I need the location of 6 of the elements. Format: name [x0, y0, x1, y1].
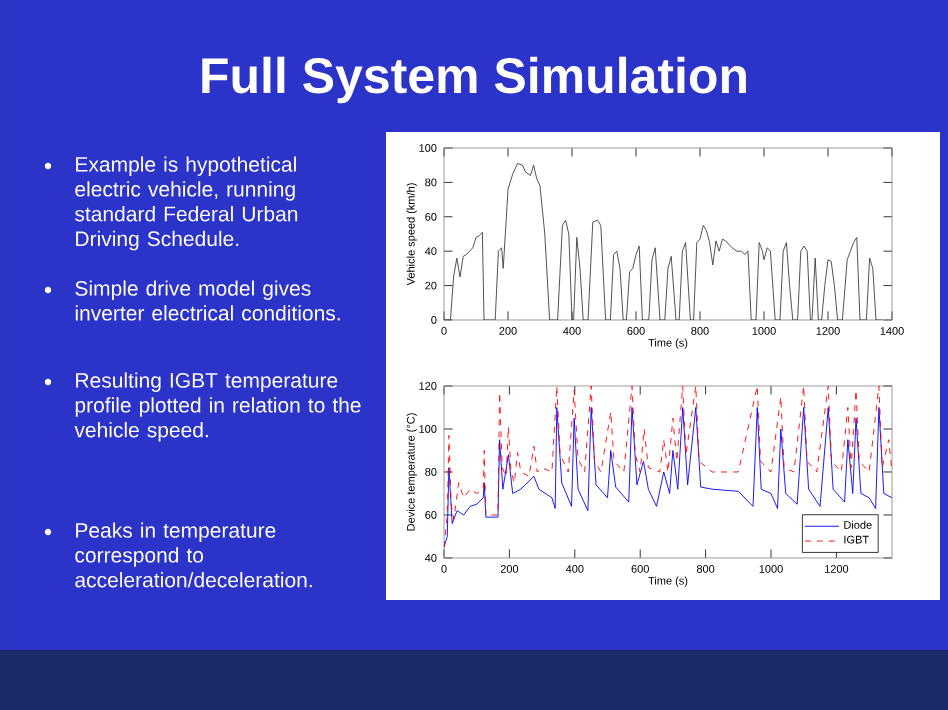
line-series	[444, 163, 883, 320]
text: Example is hypothetical electric vehicle, running standard Federal Urban Driving Schedule.	[75, 156, 298, 251]
text: Resulting IGBT temperature profile plotted in relation to the vehicle speed.	[74, 372, 361, 442]
text: Peaks in temperature correspond to acceleration/deceleration.	[75, 522, 312, 588]
text: Full System Simulation	[202, 56, 746, 104]
text: Simple drive model gives inverter electrical conditions.	[75, 280, 340, 321]
